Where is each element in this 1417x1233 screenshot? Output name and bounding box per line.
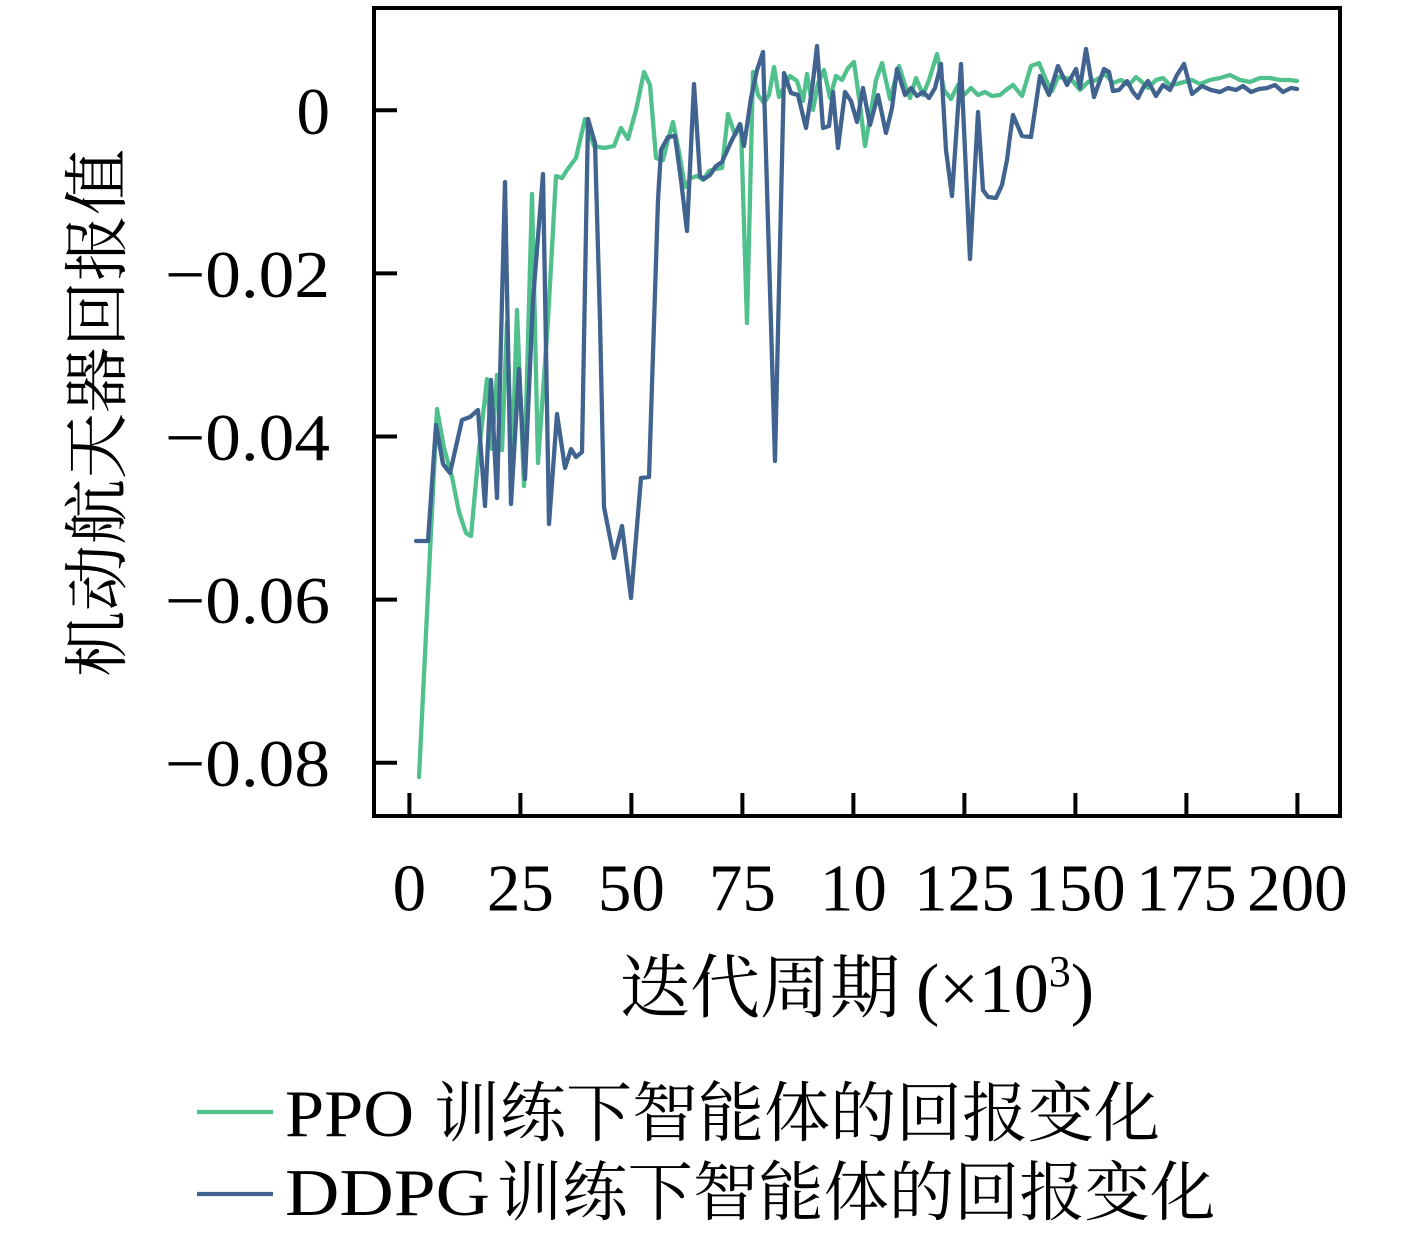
svg-text:−0.04: −0.04 bbox=[165, 401, 330, 475]
svg-text:0: 0 bbox=[297, 75, 331, 149]
svg-text:−0.08: −0.08 bbox=[165, 727, 330, 801]
svg-text:−0.02: −0.02 bbox=[165, 238, 330, 312]
svg-text:175: 175 bbox=[1136, 852, 1237, 926]
svg-text:150: 150 bbox=[1025, 852, 1126, 926]
svg-text:0: 0 bbox=[393, 852, 427, 926]
svg-text:125: 125 bbox=[914, 852, 1015, 926]
svg-text:PPO: PPO bbox=[285, 1077, 414, 1151]
svg-text:DDPG: DDPG bbox=[285, 1156, 490, 1228]
svg-text:10: 10 bbox=[820, 852, 887, 926]
svg-text:25: 25 bbox=[487, 852, 554, 926]
svg-text:50: 50 bbox=[598, 852, 665, 926]
svg-text:−0.06: −0.06 bbox=[165, 564, 330, 638]
svg-text:200: 200 bbox=[1247, 852, 1348, 926]
svg-text:75: 75 bbox=[709, 852, 776, 926]
